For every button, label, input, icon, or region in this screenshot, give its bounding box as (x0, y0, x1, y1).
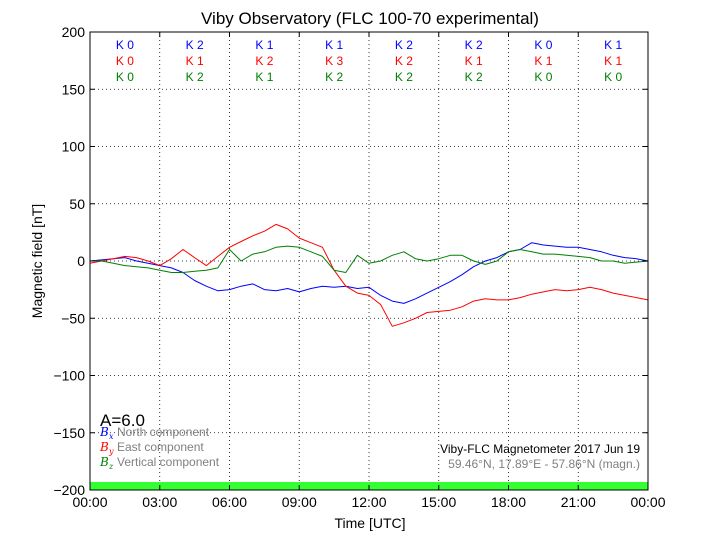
x-tick-label: 21:00 (561, 494, 596, 510)
series-line-vertical (90, 245, 649, 273)
y-tick-label: −200 (53, 482, 85, 498)
k-index-value: K 1 (325, 38, 343, 52)
k-index-value: K 2 (186, 70, 204, 84)
y-tick-label: 100 (62, 139, 86, 155)
k-index-value: K 1 (465, 54, 483, 68)
legend-symbol: B (99, 440, 109, 454)
x-tick-label: 00:00 (72, 494, 107, 510)
y-tick-label: 200 (62, 24, 86, 40)
k-index-value: K 2 (186, 38, 204, 52)
y-tick-labels: 200 150 100 50 0 −50 −100 −150 −200 (53, 24, 85, 498)
y-tick-label: −150 (53, 425, 85, 441)
a-index-label: A=6.0 (100, 411, 145, 430)
station-coordinates-line: 59.46°N, 17.89°E - 57.86°N (magn.) (448, 457, 640, 471)
k-index-value: K 0 (534, 70, 552, 84)
legend-entry: North component (117, 425, 210, 439)
k-index-value: K 1 (255, 38, 273, 52)
station-info-line: Viby-FLC Magnetometer 2017 Jun 19 (440, 442, 640, 456)
x-tick-label: 15:00 (421, 494, 456, 510)
grid (90, 32, 648, 490)
legend-symbol-subscript: z (108, 462, 114, 471)
legend-entry: Vertical component (117, 455, 220, 469)
series-line-east (89, 223, 649, 327)
y-tick-label: 150 (62, 81, 86, 97)
legend-entry: East component (117, 440, 204, 454)
k-index-value: K 2 (465, 38, 483, 52)
k-index-value: K 0 (116, 70, 134, 84)
x-tick-label: 18:00 (491, 494, 526, 510)
k-index-value: K 3 (325, 54, 343, 68)
x-tick-label: 03:00 (142, 494, 177, 510)
k-index-value: K 0 (116, 54, 134, 68)
plot-area (89, 31, 649, 491)
y-tick-label: 0 (77, 253, 85, 269)
k-index-value: K 1 (534, 54, 552, 68)
series-lines (89, 223, 649, 327)
chart-title: Viby Observatory (FLC 100-70 experimenta… (201, 9, 539, 28)
legend-symbol: B (99, 425, 109, 439)
y-tick-label: −100 (53, 368, 85, 384)
x-axis-label: Time [UTC] (334, 515, 405, 531)
k-index-value: K 1 (604, 38, 622, 52)
legend-symbol: B (99, 455, 109, 469)
k-index-value: K 0 (116, 38, 134, 52)
y-tick-label: 50 (69, 196, 85, 212)
k-index-value: K 2 (395, 70, 413, 84)
y-tick-label: −50 (61, 310, 85, 326)
k-index-table: K 0 K 2 K 1 K 1 K 2 K 2 K 0 K 1 K 0 K 1 K 2 K 3 K 2 K… (116, 38, 623, 84)
k-index-value: K 2 (325, 70, 343, 84)
k-index-value: K 0 (534, 38, 552, 52)
y-axis-label: Magnetic field [nT] (29, 204, 45, 318)
k-index-value: K 2 (395, 54, 413, 68)
k-index-value: K 2 (395, 38, 413, 52)
legend-symbol-subscript: y (108, 447, 114, 456)
x-tick-label: 12:00 (351, 494, 386, 510)
k-index-value: K 2 (465, 70, 483, 84)
k-index-value: K 1 (186, 54, 204, 68)
x-tick-label: 00:00 (630, 494, 665, 510)
k-index-value: K 1 (255, 70, 273, 84)
x-tick-labels: 00:00 03:00 06:00 09:00 12:00 15:00 18:00 21:00… (72, 494, 665, 510)
k-index-value: K 1 (604, 54, 622, 68)
x-tick-label: 09:00 (282, 494, 317, 510)
k-index-value: K 0 (604, 70, 622, 84)
tick-marks (89, 31, 649, 491)
x-tick-label: 06:00 (212, 494, 247, 510)
k-index-value: K 2 (255, 54, 273, 68)
legend-symbol-subscript: x (109, 432, 114, 441)
